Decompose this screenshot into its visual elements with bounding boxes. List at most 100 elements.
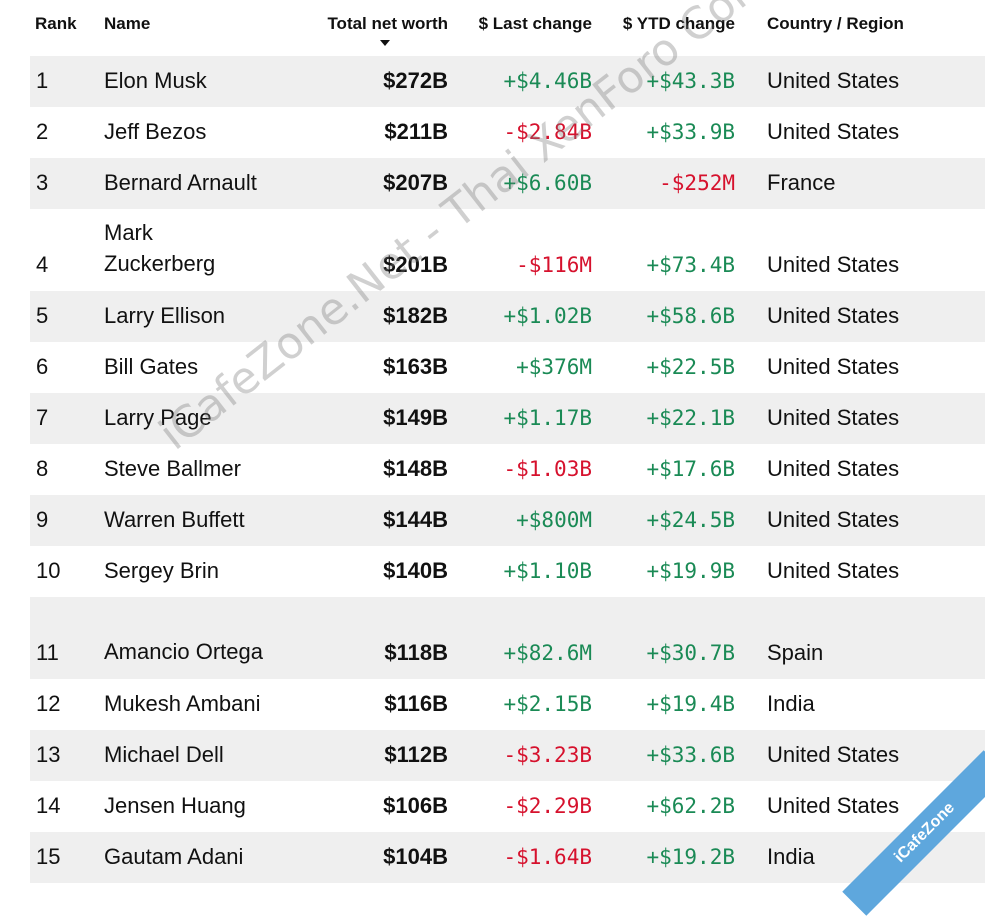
name-cell: Larry Ellison — [104, 303, 226, 328]
net-worth-cell: $104B — [383, 844, 448, 869]
net-worth-cell: $201B — [383, 252, 448, 277]
column-header-country[interactable]: Country / Region — [767, 14, 904, 33]
sort-descending-icon[interactable] — [380, 40, 390, 46]
ytd-change-cell: +$33.6B — [646, 743, 735, 767]
net-worth-cell: $149B — [383, 405, 448, 430]
table-row[interactable]: 8 Steve Ballmer $148B -$1.03B +$17.6B United … — [30, 444, 985, 495]
rank-cell: 14 — [36, 793, 61, 818]
country-cell: France — [767, 170, 836, 195]
ytd-change-cell: +$24.5B — [646, 508, 735, 532]
country-cell: United States — [767, 507, 900, 532]
ytd-change-cell: -$252M — [659, 171, 735, 195]
rank-cell: 7 — [36, 405, 49, 430]
country-cell: Spain — [767, 640, 824, 665]
rank-cell: 13 — [36, 742, 61, 767]
country-cell: United States — [767, 558, 900, 583]
country-cell: United States — [767, 252, 900, 277]
country-cell: United States — [767, 303, 900, 328]
ytd-change-cell: +$22.1B — [646, 406, 735, 430]
country-cell: United States — [767, 793, 900, 818]
table-row[interactable]: 3 Bernard Arnault $207B +$6.60B -$252M France — [30, 158, 985, 209]
column-header-last-change[interactable]: $ Last change — [478, 14, 592, 33]
name-cell: Amancio Ortega — [104, 639, 263, 664]
ytd-change-cell: +$33.9B — [646, 120, 735, 144]
net-worth-cell: $211B — [384, 119, 448, 144]
name-cell: Elon Musk — [104, 68, 207, 93]
name-cell: Michael Dell — [104, 742, 224, 767]
name-cell: Warren Buffett — [104, 507, 245, 532]
rank-cell: 10 — [36, 558, 61, 583]
net-worth-cell: $207B — [383, 170, 448, 195]
table-row[interactable]: 4 Mark Zuckerberg $201B -$116M +$73.4B United… — [30, 209, 985, 291]
name-cell: Larry Page — [104, 405, 212, 430]
last-change-cell: +$2.15B — [503, 692, 592, 716]
country-cell: India — [767, 691, 815, 716]
billionaires-table: 1 Elon Musk $272B +$4.46B +$43.3B United Stat… — [30, 56, 985, 883]
table-row[interactable]: 11 Amancio Ortega $118B +$82.6M +$30.7B Spain — [30, 597, 985, 679]
table-row[interactable]: 1 Elon Musk $272B +$4.46B +$43.3B United Stat… — [30, 56, 985, 107]
country-cell: United States — [767, 742, 900, 767]
net-worth-cell: $106B — [383, 793, 448, 818]
table-row[interactable]: 6 Bill Gates $163B +$376M +$22.5B United Stat… — [30, 342, 985, 393]
country-cell: United States — [767, 405, 900, 430]
rank-cell: 11 — [36, 640, 59, 665]
column-header-name[interactable]: Name — [104, 14, 151, 33]
last-change-cell: -$2.84B — [503, 120, 592, 144]
ytd-change-cell: +$73.4B — [646, 253, 735, 277]
last-change-cell: +$376M — [516, 355, 592, 379]
ytd-change-cell: +$43.3B — [646, 69, 735, 93]
ytd-change-cell: +$17.6B — [646, 457, 735, 481]
last-change-cell: +$1.02B — [503, 304, 592, 328]
table-row[interactable]: 13 Michael Dell $112B -$3.23B +$33.6B United … — [30, 730, 985, 781]
rank-cell: 9 — [36, 507, 49, 532]
table-row[interactable]: 9 Warren Buffett $144B +$800M +$24.5B United … — [30, 495, 985, 546]
last-change-cell: -$1.64B — [503, 845, 592, 869]
net-worth-cell: $182B — [383, 303, 448, 328]
name-cell: Sergey Brin — [104, 558, 219, 583]
country-cell: United States — [767, 354, 900, 379]
ytd-change-cell: +$19.9B — [646, 559, 735, 583]
last-change-cell: +$4.46B — [503, 69, 592, 93]
name-cell: Gautam Adani — [104, 844, 244, 869]
net-worth-cell: $148B — [383, 456, 448, 481]
rank-cell: 8 — [36, 456, 49, 481]
country-cell: United States — [767, 68, 900, 93]
last-change-cell: -$116M — [516, 253, 592, 277]
table-row[interactable]: 5 Larry Ellison $182B +$1.02B +$58.6B United … — [30, 291, 985, 342]
name-cell: Bill Gates — [104, 354, 199, 379]
ytd-change-cell: +$30.7B — [646, 641, 735, 665]
last-change-cell: +$1.10B — [503, 559, 592, 583]
table-row[interactable]: 12 Mukesh Ambani $116B +$2.15B +$19.4B India — [30, 679, 985, 730]
name-cell: Jensen Huang — [104, 793, 246, 818]
column-header-ytd-change[interactable]: $ YTD change — [622, 14, 735, 33]
net-worth-cell: $116B — [384, 691, 448, 716]
rank-cell: 2 — [36, 119, 49, 144]
table-row[interactable]: 2 Jeff Bezos $211B -$2.84B +$33.9B United Sta… — [30, 107, 985, 158]
country-cell: United States — [767, 456, 900, 481]
last-change-cell: +$1.17B — [503, 406, 592, 430]
column-header-net-worth[interactable]: Total net worth — [327, 14, 448, 33]
name-cell: Jeff Bezos — [104, 119, 207, 144]
last-change-cell: -$1.03B — [503, 457, 592, 481]
last-change-cell: +$800M — [516, 508, 592, 532]
table-row[interactable]: 14 Jensen Huang $106B -$2.29B +$62.2B United … — [30, 781, 985, 832]
net-worth-cell: $163B — [383, 354, 448, 379]
rank-cell: 3 — [36, 170, 49, 195]
net-worth-cell: $272B — [383, 68, 448, 93]
country-cell: United States — [767, 119, 900, 144]
table-row[interactable]: 10 Sergey Brin $140B +$1.10B +$19.9B United S… — [30, 546, 985, 597]
table-header: Rank Name Total net worth $ Last change … — [0, 0, 985, 56]
table-row[interactable]: 15 Gautam Adani $104B -$1.64B +$19.2B India — [30, 832, 985, 883]
ytd-change-cell: +$22.5B — [646, 355, 735, 379]
table-row[interactable]: 7 Larry Page $149B +$1.17B +$22.1B United Sta… — [30, 393, 985, 444]
rank-cell: 15 — [36, 844, 61, 869]
net-worth-cell: $144B — [383, 507, 448, 532]
column-header-rank[interactable]: Rank — [35, 14, 77, 33]
country-cell: India — [767, 844, 815, 869]
net-worth-cell: $140B — [383, 558, 448, 583]
name-cell: Steve Ballmer — [104, 456, 241, 481]
ytd-change-cell: +$19.4B — [646, 692, 735, 716]
net-worth-cell: $112B — [384, 742, 448, 767]
net-worth-cell: $118B — [384, 640, 448, 665]
ytd-change-cell: +$19.2B — [646, 845, 735, 869]
